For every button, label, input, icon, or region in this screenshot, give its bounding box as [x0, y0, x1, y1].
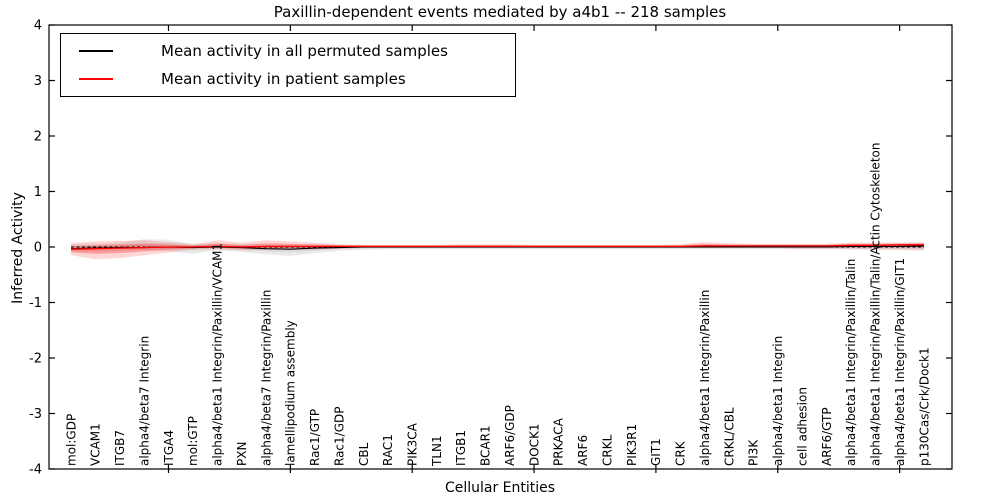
x-tick-label: DOCK1	[527, 423, 541, 466]
legend: Mean activity in all permuted samples Me…	[60, 33, 516, 97]
y-tick-label: -4	[29, 463, 42, 478]
patient-std-band	[71, 240, 924, 260]
y-tick-label: 4	[34, 19, 42, 34]
x-tick-label: PIK3CA	[406, 422, 420, 466]
x-tick-label: ITGA4	[162, 430, 176, 466]
legend-label: Mean activity in patient samples	[161, 70, 406, 88]
x-tick-label: ARF6	[576, 435, 590, 466]
x-tick-label: ARF6/GDP	[503, 405, 517, 466]
x-tick-label: PXN	[235, 442, 249, 466]
x-tick-label: Rac1/GTP	[308, 409, 322, 466]
x-tick-label: p130Cas/Crk/Dock1	[917, 347, 931, 466]
legend-item-permuted: Mean activity in all permuted samples	[79, 40, 515, 62]
y-tick-label: -2	[29, 352, 42, 367]
x-tick-label: RAC1	[381, 434, 395, 466]
x-tick-label: Rac1/GDP	[332, 407, 346, 466]
x-tick-label: CRK	[674, 440, 688, 466]
x-tick-label: cell adhesion	[795, 387, 809, 466]
x-tick-label: alpha4/beta1 Integrin/Paxillin/Talin	[844, 259, 858, 466]
x-tick-label: CBL	[357, 442, 371, 466]
x-tick-label: TLN1	[430, 435, 444, 467]
x-tick-label: ITGB7	[113, 430, 127, 466]
x-tick-label: PRKACA	[552, 417, 566, 466]
patient-mean-line	[70, 244, 924, 250]
x-tick-label: alpha4/beta1 Integrin/Paxillin/VCAM1	[211, 243, 225, 466]
x-tick-label: CRKL	[601, 434, 615, 466]
x-tick-label: VCAM1	[89, 423, 103, 466]
patient-line-swatch	[79, 78, 113, 80]
x-tick-label: alpha4/beta1 Integrin/Paxillin	[698, 290, 712, 466]
x-tick-label: mol:GTP	[186, 416, 200, 466]
x-tick-label: ARF6/GTP	[820, 407, 834, 466]
x-tick-label: GIT1	[649, 438, 663, 466]
x-tick-label: alpha4/beta7 Integrin	[137, 336, 151, 466]
y-tick-label: 2	[34, 130, 42, 145]
y-tick-label: 1	[34, 185, 42, 200]
x-tick-label: alpha4/beta1 Integrin/Paxillin/GIT1	[893, 258, 907, 466]
x-tick-label: BCAR1	[479, 425, 493, 466]
x-tick-label: PI3K	[747, 439, 761, 466]
x-tick-label: mol:GDP	[64, 414, 78, 466]
x-tick-label: alpha4/beta1 Integrin/Paxillin/Talin/Act…	[869, 143, 883, 466]
x-tick-label: alpha4/beta1 Integrin	[771, 336, 785, 466]
x-axis-label: Cellular Entities	[444, 480, 556, 496]
y-tick-label: 0	[34, 241, 42, 256]
legend-item-patient: Mean activity in patient samples	[79, 68, 515, 90]
y-tick-label: -3	[29, 407, 42, 422]
chart-title: Paxillin-dependent events mediated by a4…	[273, 3, 727, 21]
x-tick-label: lamellipodium assembly	[284, 320, 298, 466]
y-tick-label: -1	[29, 296, 42, 311]
x-tick-label: alpha4/beta7 Integrin/Paxillin	[259, 290, 273, 466]
permuted-line-swatch	[79, 50, 113, 52]
y-tick-label: 3	[34, 74, 42, 89]
legend-label: Mean activity in all permuted samples	[161, 42, 448, 60]
x-tick-label: PIK3R1	[625, 424, 639, 466]
x-tick-label: ITGB1	[454, 430, 468, 466]
x-tick-label: CRKL/CBL	[722, 407, 736, 466]
permuted-std-band-inner	[71, 243, 924, 253]
